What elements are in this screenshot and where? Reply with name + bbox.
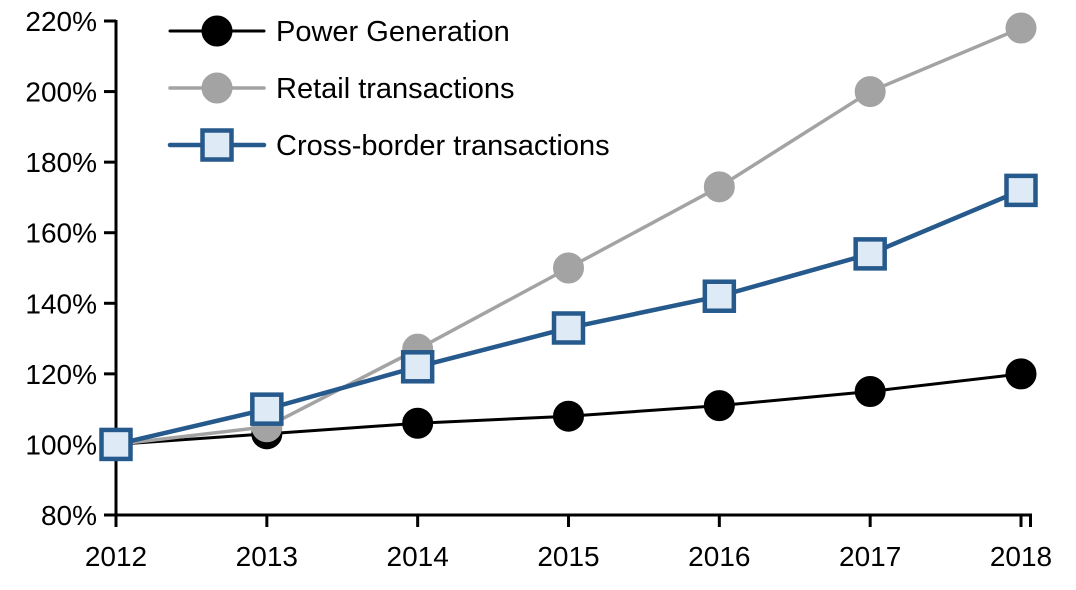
marker-circle-2014 [402,407,434,439]
y-axis-tick-label: 80% [41,500,97,531]
marker-square-2015 [551,311,586,345]
marker-circle-2018 [1005,358,1037,390]
legend-item-retail-transactions: Retail transactions [168,72,515,105]
marker-circle-2015 [553,252,584,284]
x-axis-tick-label: 2014 [387,541,449,572]
y-axis-tick-label: 200% [25,77,97,108]
series-power-generation [100,358,1037,460]
x-axis-tick-label: 2013 [236,541,298,572]
y-axis-tick-label: 100% [25,429,97,460]
marker-square-2018 [1004,173,1038,208]
y-axis-tick-label: 220% [25,6,97,37]
legend-label-power-generation: Power Generation [276,16,510,48]
marker-circle-2016 [703,171,735,203]
marker-square-2017 [853,237,887,271]
x-axis-tick-label: 2012 [85,541,147,572]
y-axis-tick-label: 120% [25,359,97,390]
y-axis-tick-label: 140% [25,288,97,319]
x-axis-tick-label: 2015 [537,541,599,572]
marker-circle-legend [201,15,233,47]
marker-circle-2015 [553,400,584,432]
marker-circle-2017 [854,76,886,108]
y-axis-tick-label: 180% [25,147,97,178]
marker-square-2014 [400,350,435,384]
marker-circle-2017 [854,376,886,407]
x-axis-tick-label: 2017 [839,541,901,572]
marker-circle-2016 [703,390,735,422]
x-axis-tick-label: 2018 [990,541,1052,572]
series-retail-transactions [100,12,1037,460]
marker-square-2012 [99,427,133,462]
series-layer [99,12,1038,462]
legend-label-cross-border-transactions: Cross-border transactions [276,130,610,162]
legend: Power Generation Retail transactions Cro… [167,15,610,162]
legend-item-power-generation: Power Generation [168,15,510,48]
axes: 80% 100% 120% 140% 160% 180% 200% 220% 2012 2013 2… [25,6,1052,572]
marker-square-legend [200,128,234,162]
marker-square-2016 [702,279,737,313]
x-axis-tick-label: 2016 [688,541,750,572]
marker-square-2013 [250,392,284,426]
marker-circle-legend [201,72,233,104]
legend-item-cross-border-transactions: Cross-border transactions [167,128,610,162]
marker-circle-2018 [1005,12,1037,44]
y-axis-tick-label: 160% [25,218,97,249]
series-cross-border-transactions [99,173,1038,462]
legend-label-retail-transactions: Retail transactions [276,73,515,105]
